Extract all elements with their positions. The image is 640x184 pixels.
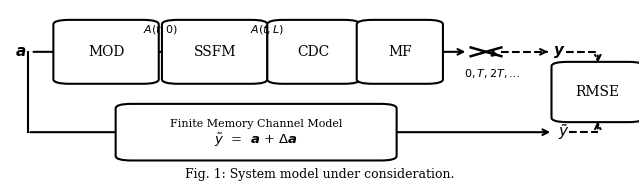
- Text: SSFM: SSFM: [193, 45, 236, 59]
- Text: Fig. 1: System model under consideration.: Fig. 1: System model under consideration…: [186, 169, 454, 181]
- Text: CDC: CDC: [298, 45, 330, 59]
- FancyBboxPatch shape: [116, 104, 397, 160]
- Text: $0, T, 2T, \ldots$: $0, T, 2T, \ldots$: [464, 67, 521, 80]
- Text: $A(t,L)$: $A(t,L)$: [250, 23, 284, 36]
- FancyBboxPatch shape: [53, 20, 159, 84]
- FancyBboxPatch shape: [552, 62, 640, 122]
- FancyBboxPatch shape: [268, 20, 360, 84]
- Text: $\boldsymbol{a}$: $\boldsymbol{a}$: [15, 45, 27, 59]
- Text: $\tilde{y}$  =  $\boldsymbol{a}$ + $\Delta\boldsymbol{a}$: $\tilde{y}$ = $\boldsymbol{a}$ + $\Delta…: [214, 132, 298, 149]
- Text: Finite Memory Channel Model: Finite Memory Channel Model: [170, 119, 342, 129]
- Text: MOD: MOD: [88, 45, 124, 59]
- Text: $\boldsymbol{y}$: $\boldsymbol{y}$: [553, 44, 566, 60]
- Text: RMSE: RMSE: [576, 85, 620, 99]
- FancyBboxPatch shape: [356, 20, 443, 84]
- Text: $A(t,0)$: $A(t,0)$: [143, 23, 178, 36]
- Text: MF: MF: [388, 45, 412, 59]
- Text: $\tilde{y}$: $\tilde{y}$: [558, 122, 570, 142]
- FancyBboxPatch shape: [162, 20, 268, 84]
